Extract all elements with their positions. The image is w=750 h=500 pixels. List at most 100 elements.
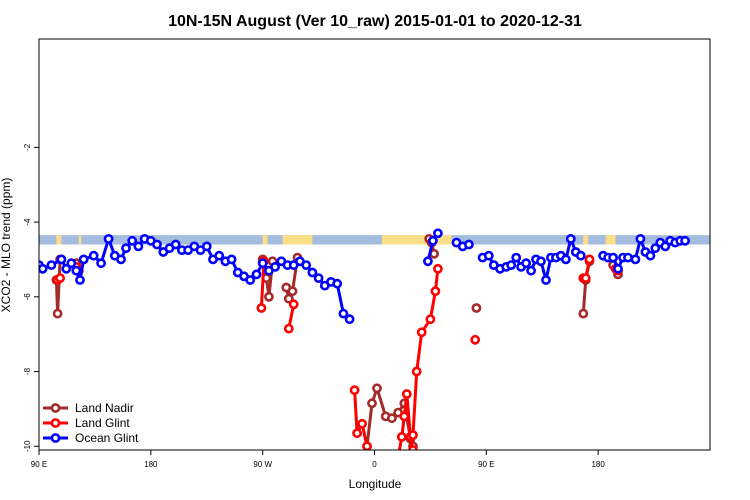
land-nadir-point (386, 413, 397, 424)
land-glint-point (411, 366, 422, 377)
y-tick-label: -2 (23, 143, 32, 151)
ocean-glint-point (152, 239, 162, 250)
y-tick-label: -6 (23, 293, 32, 301)
land-band-segment (282, 235, 313, 245)
x-tick-label: 90 W (253, 460, 272, 469)
legend-label: Land Nadir (75, 401, 134, 415)
land-nadir-point (287, 286, 298, 297)
land-glint-point (357, 418, 367, 429)
land-nadir-point (367, 398, 377, 409)
ocean-glint-point (201, 241, 212, 252)
y-tick-label: -4 (23, 218, 32, 226)
ocean-glint-point (608, 252, 618, 263)
land-nadir-point (263, 291, 274, 302)
land-band-segment (583, 235, 589, 245)
y-tick-label: -8 (23, 367, 32, 375)
ocean-glint-point (103, 233, 114, 244)
legend-swatch-marker (50, 403, 61, 413)
ocean-glint-point (127, 235, 138, 246)
land-nadir-point (372, 383, 382, 394)
ocean-glint-point (575, 250, 586, 261)
ocean-glint-point (422, 256, 433, 267)
land-band-segment (381, 235, 452, 245)
land-band-segment (78, 235, 82, 245)
ocean-glint-point (39, 263, 48, 274)
ocean-band (39, 235, 710, 245)
land-glint-point (362, 441, 372, 450)
y-axis-label: XCO2 - MLO trend (ppm) (0, 178, 13, 313)
series-land-glint (52, 254, 623, 461)
ocean-glint-point (245, 275, 256, 285)
ocean-glint-point (61, 263, 72, 274)
y-axis: -2 -4 -6 -8 -10 (23, 143, 39, 452)
series-ocean-glint (39, 228, 690, 325)
x-axis: 90 E 180 90 W 0 90 E 180 (31, 450, 605, 469)
land-glint-point (584, 254, 595, 265)
land-glint-point (399, 411, 410, 422)
ocean-glint-point (96, 258, 106, 269)
land-glint-point (405, 454, 412, 461)
land-glint-point (432, 263, 443, 274)
series-layer (39, 228, 690, 461)
land-nadir-point (283, 293, 294, 304)
ocean-glint-point (506, 260, 517, 270)
ocean-glint-point (116, 254, 126, 265)
land-glint-point (430, 286, 441, 297)
legend-swatch-marker (50, 418, 61, 428)
ocean-glint-point (511, 252, 522, 263)
ocean-glint-point (344, 314, 355, 325)
land-glint-point (55, 273, 65, 283)
land-nadir-point (578, 308, 589, 319)
land-glint-point (352, 428, 362, 439)
x-axis-label: Longitude (349, 477, 402, 491)
ocean-glint-point (56, 254, 67, 265)
ocean-glint-point (66, 258, 77, 269)
ocean-glint-point (432, 228, 443, 239)
ocean-glint-point (680, 235, 690, 246)
legend-label: Ocean Glint (75, 431, 139, 445)
ocean-glint-point (650, 243, 661, 254)
land-nadir-point (52, 308, 63, 319)
ocean-glint-point (71, 265, 82, 276)
y-tick-label: -10 (23, 440, 32, 452)
land-glint-point (395, 454, 402, 461)
ocean-glint-point (307, 267, 318, 278)
legend-swatch-marker (50, 433, 61, 443)
legend-label: Land Glint (75, 416, 130, 430)
land-glint-point (470, 334, 481, 345)
x-tick-label: 90 E (31, 460, 47, 469)
ocean-glint-point (463, 239, 474, 250)
ocean-glint-point (521, 258, 531, 269)
legend-item-ocean-glint: Ocean Glint (43, 431, 139, 445)
ocean-glint-point (121, 243, 131, 254)
ocean-glint-point (46, 260, 57, 270)
land-nadir-line (54, 259, 62, 316)
x-tick-label: 90 E (478, 460, 494, 469)
ocean-glint-point (78, 254, 89, 265)
ocean-glint-point (133, 241, 144, 252)
ocean-glint-point (483, 250, 494, 261)
ocean-glint-point (635, 233, 646, 244)
land-band-segment (605, 235, 616, 245)
ocean-glint-point (630, 254, 641, 265)
x-tick-label: 180 (144, 460, 158, 469)
x-tick-label: 0 (372, 460, 377, 469)
land-glint-point (408, 430, 418, 440)
ocean-glint-point (332, 278, 343, 289)
ocean-glint-point (645, 250, 656, 261)
ocean-glint-point (214, 250, 225, 261)
land-glint-point (401, 389, 412, 399)
ocean-glint-point (561, 254, 571, 265)
ocean-glint-point (338, 308, 349, 319)
ocean-glint-point (536, 256, 546, 267)
land-glint-point (288, 299, 299, 310)
land-glint-point (396, 431, 407, 442)
ocean-glint-point (301, 260, 312, 270)
land-glint-point (256, 303, 267, 313)
ocean-glint-point (75, 275, 85, 285)
land-glint-point (365, 454, 372, 461)
land-glint-point (349, 385, 360, 396)
ocean-glint-point (541, 275, 551, 285)
series-land-nadir (51, 233, 623, 450)
land-glint-line (408, 268, 440, 450)
